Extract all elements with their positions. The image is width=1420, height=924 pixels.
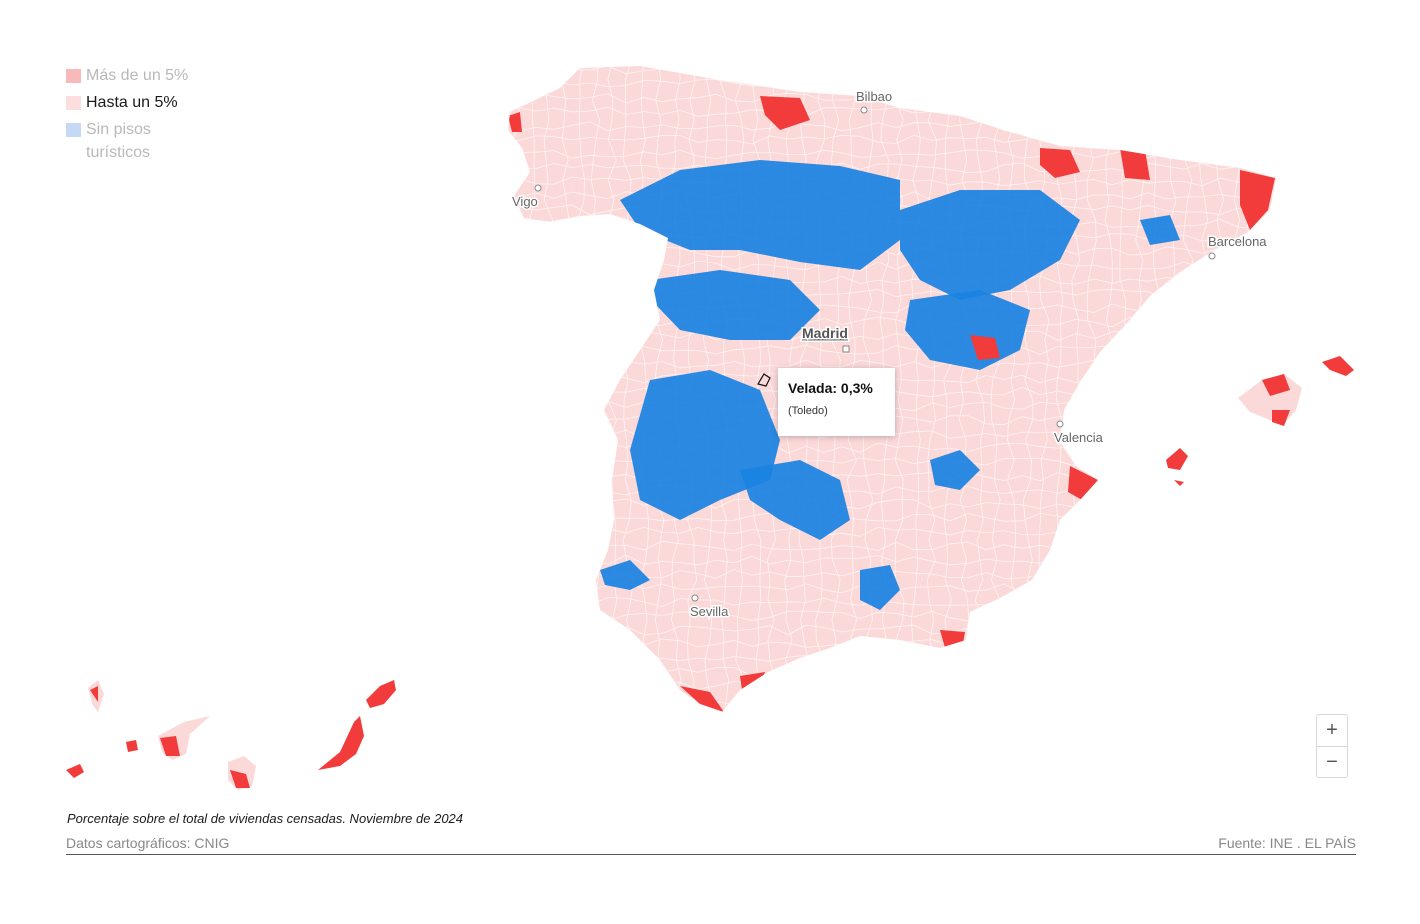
legend-swatch-none (66, 123, 81, 137)
municipality-tooltip: Velada: 0,3% (Toledo) (778, 368, 895, 436)
zone-lleida-small (1140, 215, 1180, 245)
island-mallorca-red-south (1272, 410, 1290, 426)
island-mallorca-red (1262, 374, 1290, 396)
zone-pyrenees (1040, 148, 1080, 178)
zone-extremadura (630, 370, 780, 520)
vigo-marker (534, 184, 542, 192)
zone-rias-baixas (508, 112, 522, 132)
island-la-palma-red (90, 686, 98, 702)
municipal-boundary-line (974, 66, 986, 712)
zone-albacete (930, 450, 980, 490)
sevilla-label: Sevilla (690, 604, 729, 619)
zone-jaen (860, 565, 900, 610)
map-data-credit: Datos cartográficos: CNIG (66, 835, 230, 851)
zone-pyrenees-east (1120, 148, 1150, 180)
municipal-boundary-line (943, 66, 954, 712)
municipal-boundary-line (508, 666, 1275, 678)
valencia-marker (1056, 420, 1064, 428)
zone-cuenca-red (970, 335, 1000, 360)
canary-islands (66, 680, 396, 790)
zone-almeria (940, 630, 965, 650)
municipal-grid (496, 60, 1275, 720)
island-lanzarote[interactable] (366, 680, 396, 708)
zone-costa-blanca (1068, 466, 1098, 500)
tooltip-province: (Toledo) (788, 405, 828, 417)
municipal-boundary-line (958, 66, 970, 712)
municipal-boundary-line (508, 680, 1275, 692)
municipal-boundary-line (638, 66, 649, 712)
municipal-boundary-line (508, 694, 1275, 706)
map-legend: Más de un 5% Hasta un 5% Sin pisos turís… (66, 64, 196, 168)
municipal-boundary-line (1198, 66, 1210, 712)
municipal-boundary-line (622, 66, 634, 712)
municipal-boundary-line (751, 66, 762, 712)
chart-note: Porcentaje sobre el total de viviendas c… (67, 811, 464, 826)
island-tenerife-red (160, 736, 180, 756)
valencia-label: Valencia (1054, 430, 1104, 445)
island-la-gomera[interactable] (126, 740, 138, 752)
island-fuerteventura[interactable] (318, 716, 364, 770)
island-gran-canaria-red (230, 770, 250, 788)
barcelona-marker (1208, 252, 1216, 260)
legend-label-none: Sin pisos turísticos (86, 121, 151, 161)
bilbao-label: Bilbao (856, 89, 892, 104)
credits-bar: Datos cartográficos: CNIG Fuente: INE . … (66, 834, 1356, 855)
madrid-label: Madrid (802, 325, 848, 341)
municipal-boundary-line (508, 652, 1274, 664)
high-tourist-flats-zones (508, 96, 1275, 712)
bilbao-marker (860, 106, 868, 114)
legend-item-none[interactable]: Sin pisos turísticos (66, 118, 196, 164)
municipal-boundary-line (1214, 66, 1225, 712)
municipal-boundary-line (734, 66, 746, 712)
source-credit: Fuente: INE . EL PAÍS (1218, 835, 1356, 851)
zone-cantabria (760, 96, 810, 130)
balearic-islands (1166, 356, 1354, 486)
municipal-boundary-line (508, 638, 1275, 650)
zone-aragon-soria (900, 190, 1080, 300)
island-el-hierro[interactable] (66, 764, 84, 778)
legend-swatch-high (66, 69, 81, 83)
island-formentera[interactable] (1174, 480, 1184, 486)
legend-swatch-low (66, 96, 81, 110)
city-markers: Bilbao Vigo Barcelona Madrid Valencia Se… (511, 88, 1269, 621)
madrid-marker (842, 345, 850, 353)
zoom-out-button[interactable]: − (1317, 746, 1347, 778)
zone-costa-del-sol (680, 686, 724, 712)
zone-teruel-cuenca (905, 290, 1030, 370)
municipal-boundary-line (496, 60, 505, 720)
municipal-boundary-line (910, 66, 921, 712)
municipal-boundary-line (508, 708, 1275, 712)
zone-castilla-leon-north (620, 160, 900, 270)
municipal-boundary-line (926, 66, 938, 712)
municipal-boundary-line (1230, 66, 1242, 712)
no-tourist-flats-zones (600, 160, 1180, 610)
sevilla-marker (691, 594, 699, 602)
barcelona-label: Barcelona (1208, 234, 1267, 249)
municipal-boundary-line (894, 66, 905, 712)
zoom-in-button[interactable]: + (1326, 719, 1338, 741)
island-ibiza[interactable] (1166, 448, 1188, 470)
legend-label-high: Más de un 5% (86, 67, 189, 84)
municipal-boundary-line (510, 66, 522, 712)
zoom-controls: + − (1316, 714, 1348, 778)
legend-item-high[interactable]: Más de un 5% (66, 64, 196, 87)
zone-castilla-leon-south (650, 270, 820, 340)
municipal-boundary-line (1182, 66, 1194, 712)
zone-andalucia-west (600, 560, 650, 590)
vigo-label: Vigo (512, 194, 538, 209)
zone-costa-brava (1240, 170, 1275, 230)
legend-item-low[interactable]: Hasta un 5% (66, 91, 196, 114)
legend-label-low: Hasta un 5% (86, 94, 178, 111)
island-menorca[interactable] (1322, 356, 1354, 376)
tooltip-title: Velada: 0,3% (788, 380, 873, 396)
zone-castilla-la-mancha (740, 460, 850, 540)
highlighted-municipality-velada[interactable] (757, 373, 771, 387)
